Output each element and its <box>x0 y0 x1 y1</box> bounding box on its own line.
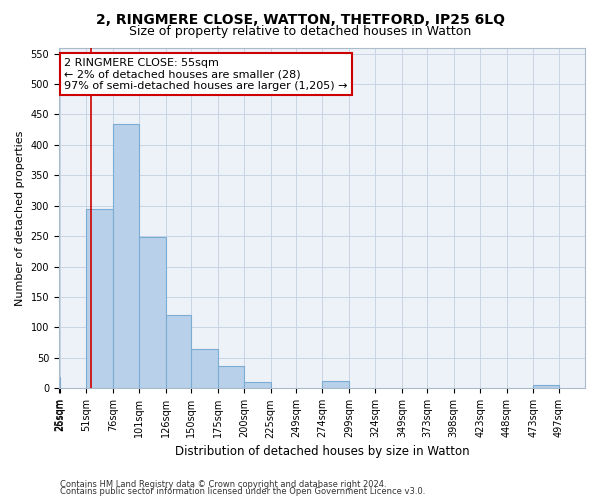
Text: Size of property relative to detached houses in Watton: Size of property relative to detached ho… <box>129 25 471 38</box>
X-axis label: Distribution of detached houses by size in Watton: Distribution of detached houses by size … <box>175 444 469 458</box>
Bar <box>139 238 166 388</box>
Bar <box>191 349 218 389</box>
Text: Contains public sector information licensed under the Open Government Licence v3: Contains public sector information licen… <box>60 487 425 496</box>
Bar <box>533 386 559 388</box>
Bar <box>218 366 244 388</box>
Y-axis label: Number of detached properties: Number of detached properties <box>15 130 25 306</box>
Text: 2 RINGMERE CLOSE: 55sqm
← 2% of detached houses are smaller (28)
97% of semi-det: 2 RINGMERE CLOSE: 55sqm ← 2% of detached… <box>64 58 347 91</box>
Bar <box>244 382 271 388</box>
Bar <box>166 316 191 388</box>
Bar <box>113 124 139 388</box>
Text: 2, RINGMERE CLOSE, WATTON, THETFORD, IP25 6LQ: 2, RINGMERE CLOSE, WATTON, THETFORD, IP2… <box>95 12 505 26</box>
Bar <box>59 378 60 388</box>
Bar <box>86 209 113 388</box>
Text: Contains HM Land Registry data © Crown copyright and database right 2024.: Contains HM Land Registry data © Crown c… <box>60 480 386 489</box>
Bar <box>322 381 349 388</box>
